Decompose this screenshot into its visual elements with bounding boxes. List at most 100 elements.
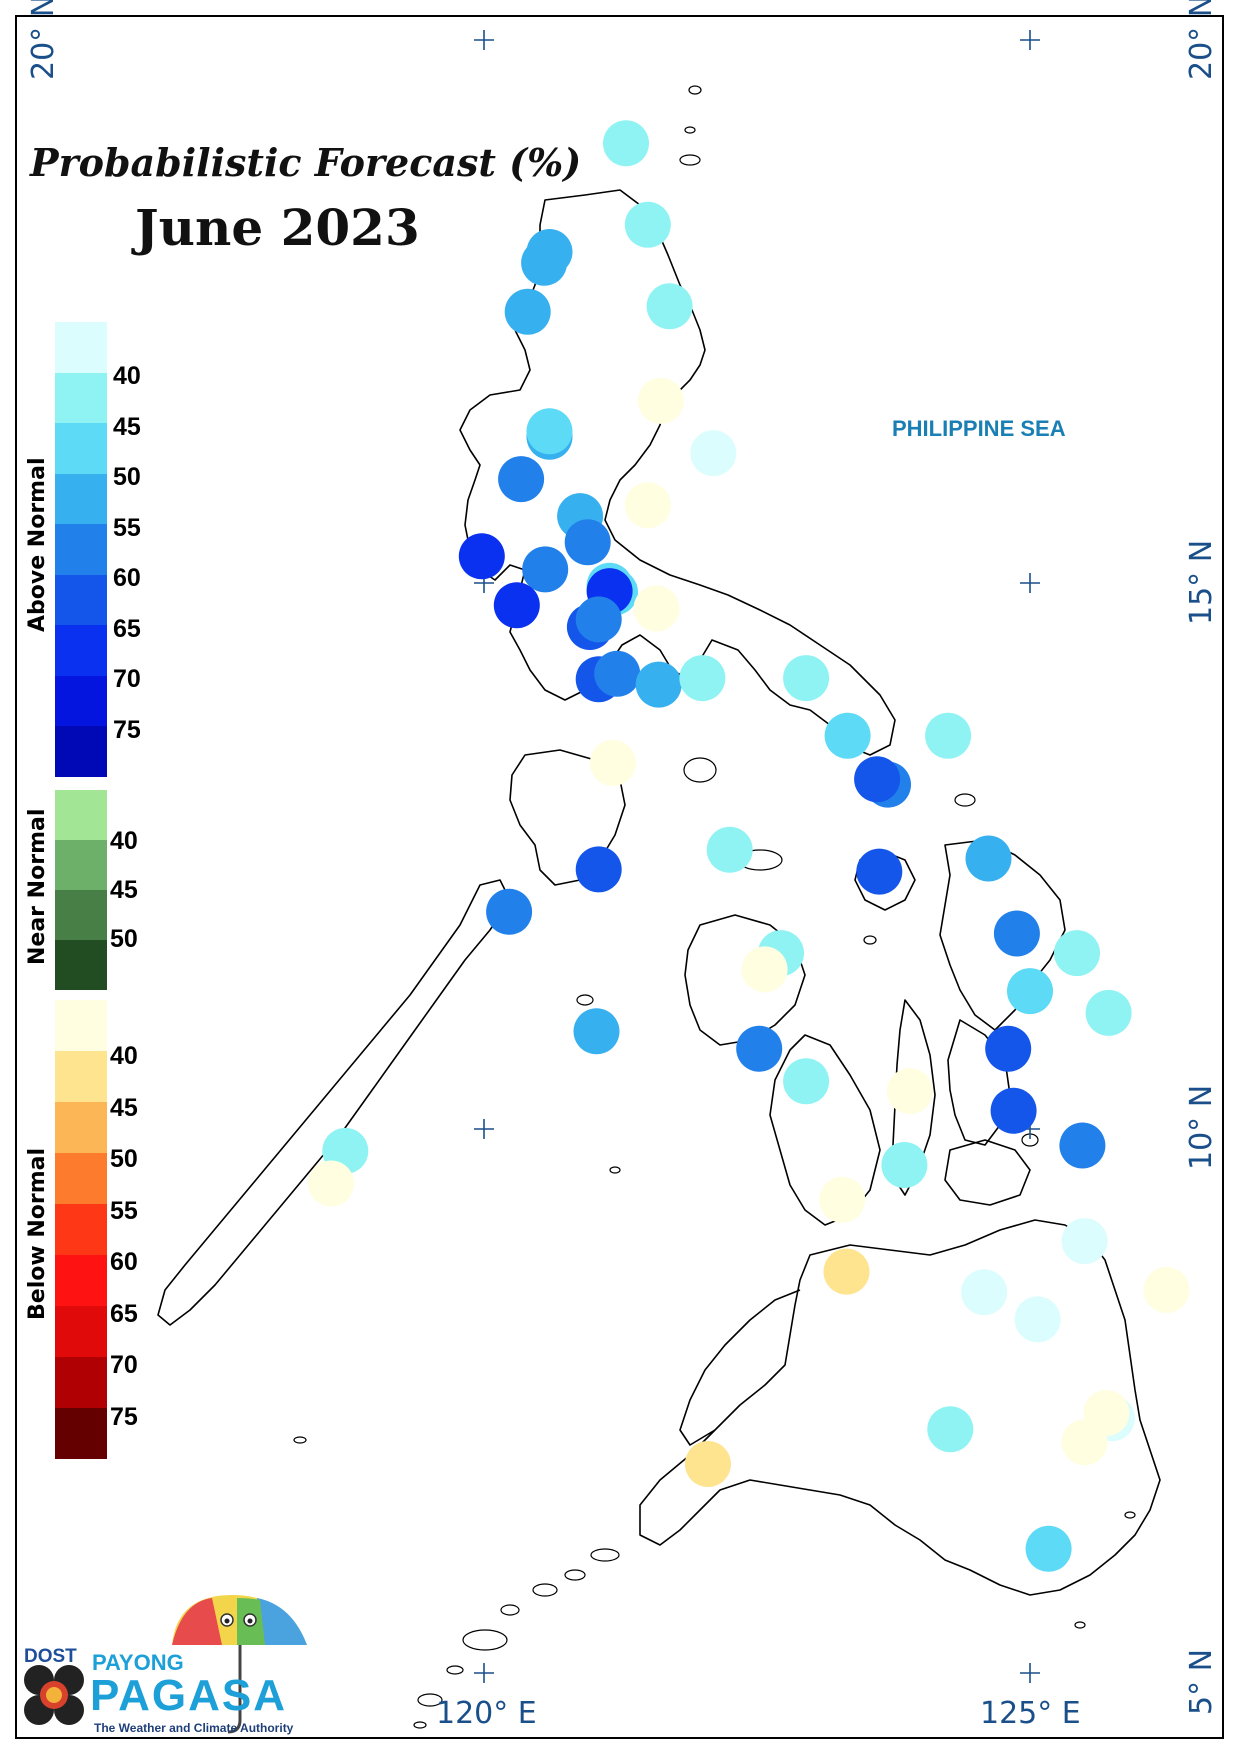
legend-swatch [55,940,107,990]
logo-tagline: The Weather and Climate Authority [94,1721,294,1735]
station-marker [706,826,753,873]
station-marker [736,1025,783,1072]
station-marker [819,1176,866,1223]
station-marker [637,377,684,424]
legend-swatch [55,790,107,840]
legend-swatch [55,473,107,524]
legend-tick-label: 40 [110,827,138,855]
lat-label-10: 10° N [1184,1084,1219,1170]
legend-below-normal-title: Below Normal [25,1147,50,1320]
station-marker [589,739,636,786]
station-marker [564,519,611,566]
lon-label-125: 125° E [980,1696,1081,1731]
station-marker [690,430,737,477]
legend-tick-label: 70 [113,665,141,693]
sulu-islets [413,1548,620,1729]
legend-swatch [55,890,107,940]
legend-swatch [55,1102,107,1153]
samar-coast [939,839,1066,1031]
station-marker [1007,968,1053,1015]
station-marker [823,1248,870,1295]
legend-tick-label: 70 [110,1351,138,1379]
logo-pagasa-text: PAGASA [90,1671,287,1720]
mindanao-coast [639,1219,1161,1596]
station-marker [493,582,540,629]
station-marker [679,655,726,702]
station-marker [1054,930,1100,977]
station-marker [624,201,671,248]
legend-swatch [55,1408,107,1459]
lat-label-20-right: 20° N [1184,0,1219,80]
legend-tick-label: 40 [113,362,141,390]
cebu-coast [892,999,936,1196]
station-marker [965,835,1012,882]
legend-near-normal-title: Near Normal [25,808,50,965]
station-marker [624,482,671,529]
station-marker [684,1441,731,1487]
legend-swatch [55,625,107,676]
station-marker [526,408,573,455]
legend-swatch [55,1000,107,1051]
station-marker [985,1025,1032,1072]
station-marker [504,288,551,335]
legend-swatch [55,1051,107,1102]
station-marker [1014,1296,1061,1343]
legend-tick-label: 60 [110,1248,138,1276]
pagasa-logo: DOST PAYONG PAGASA The Weather and Clima… [22,1590,322,1740]
legend-above-normal-title: Above Normal [25,457,50,633]
legend-swatch [55,1204,107,1255]
legend-swatch [55,574,107,625]
station-marker [990,1087,1037,1134]
station-marker [886,1068,933,1115]
legend-swatch [55,1306,107,1357]
station-marker [521,239,568,286]
legend-below-normal-bar [55,1000,107,1459]
station-marker [925,712,972,759]
station-marker [603,120,649,167]
umbrella-icon: DOST PAYONG PAGASA The Weather and Clima… [24,1595,307,1735]
legend-tick-label: 45 [113,412,141,441]
legend-tick-label: 50 [110,925,138,953]
logo-payong-text: PAYONG [92,1650,184,1675]
legend-tick-label: 50 [113,463,141,491]
station-marker [1085,989,1132,1036]
legend-tick-label: 55 [110,1196,138,1225]
legend-tick-label: 60 [113,564,141,592]
legend-tick-label: 75 [110,1402,138,1431]
legend-swatch [55,1255,107,1306]
legend-tick-label: 40 [110,1042,138,1070]
station-marker [881,1142,928,1188]
zamboanga-coast [679,1289,801,1446]
station-marker [646,283,693,330]
negros-coast [769,1034,881,1226]
legend-swatch [55,1357,107,1408]
lat-label-15: 15° N [1184,539,1219,625]
legend-swatch [55,524,107,575]
philippines-coastline [157,85,1161,1729]
station-marker [783,655,830,702]
station-marker [308,1160,355,1207]
station-marker [854,756,901,803]
station-marker [993,910,1040,957]
station-marker [741,946,788,993]
station-marker [575,596,622,643]
legend-swatch [55,423,107,474]
station-marker [1061,1419,1108,1466]
station-marker [635,661,682,708]
palawan-coast [157,879,511,1326]
map-title: Probabilistic Forecast (%) [30,140,582,185]
misc-islets [293,757,1136,1629]
legend-tick-label: 65 [113,614,141,643]
station-marker [961,1269,1008,1316]
station-marker [1059,1122,1106,1169]
lat-label-20-left: 20° N [26,0,61,80]
station-marker [522,546,569,593]
station-marker [486,888,533,935]
legend-near-normal-bar [55,790,107,990]
station-marker [783,1058,830,1105]
legend-above-normal-bar [55,322,107,777]
station-markers [308,120,1190,1572]
legend-tick-label: 55 [113,513,141,542]
station-marker [633,585,680,632]
